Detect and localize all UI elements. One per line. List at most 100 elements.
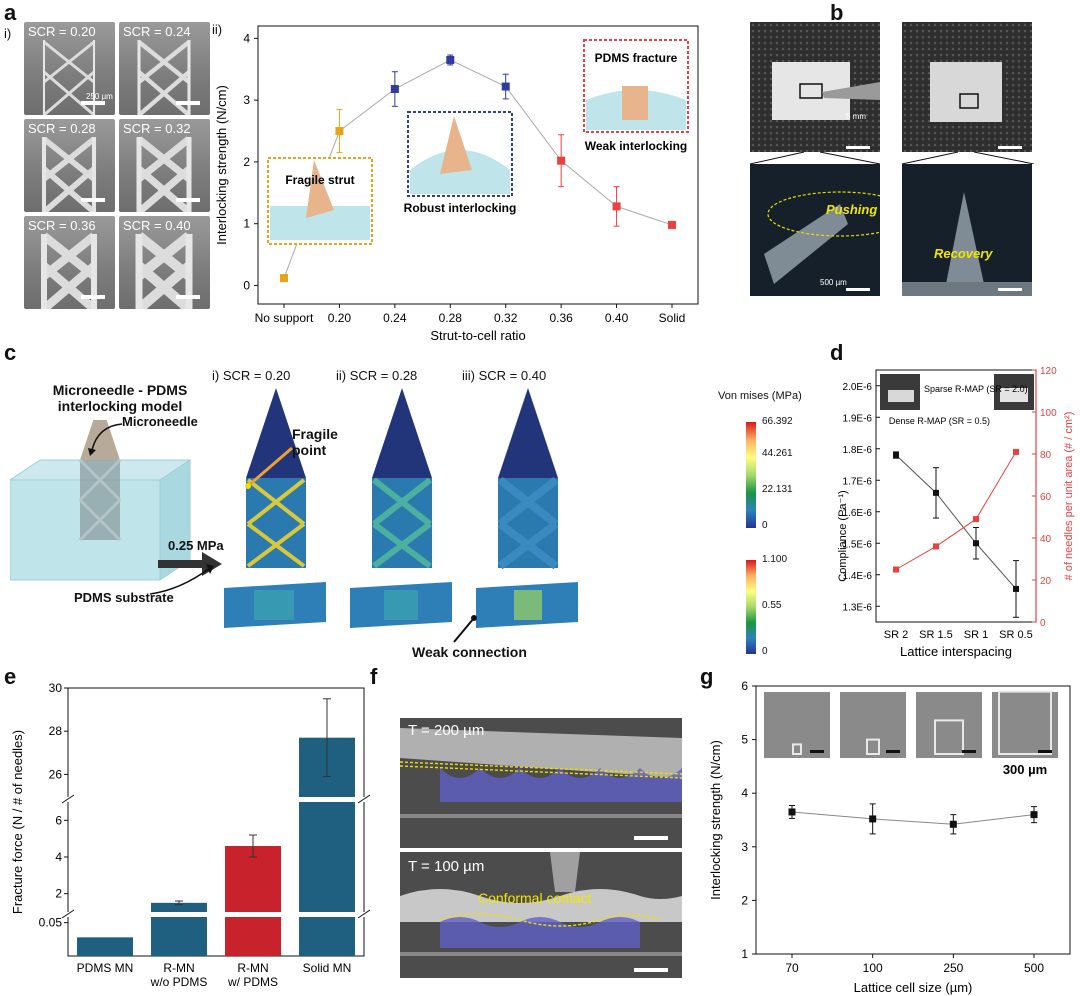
inset-sem-image (992, 692, 1058, 758)
x-tick-label: 0.20 (328, 311, 352, 325)
plot-frame (67, 687, 365, 957)
needle-stress-struts (497, 476, 559, 570)
panel-letter-e: e (4, 664, 17, 689)
x-tick-label: 0.32 (494, 311, 518, 325)
sem-image-label: SCR = 0.40 (123, 218, 191, 233)
axis-break-mark (357, 794, 370, 804)
chart-interlocking-scr: 0 1 2 3 4 No support 0.20 0.24 0.28 0.32 0.36 0.40 S… (214, 25, 699, 340)
inset-text-fracture: PDMS fracture (595, 51, 678, 65)
data-point-density (973, 516, 979, 523)
y-tick-label-left: 1.5E-6 (843, 539, 873, 550)
y-tick-label: 5 (741, 733, 748, 747)
bar (77, 937, 133, 956)
panel-c-title-line2: interlocking model (57, 398, 183, 414)
lattice-struts (137, 40, 191, 115)
annotation-dense: Dense R-MAP (SR = 0.5) (889, 416, 990, 426)
y-tick-label: 3 (243, 93, 250, 107)
x-tick-label: 0.40 (605, 311, 629, 325)
fea-needle-render (497, 388, 559, 570)
inset-needle (306, 160, 334, 218)
x-tick-label: w/o PDMS (150, 975, 208, 989)
panel-a-sub-ii: ii) (212, 22, 223, 37)
data-point (557, 156, 566, 165)
data-point (335, 127, 344, 136)
y-tick-label: 2 (243, 155, 250, 169)
needle-tip (498, 388, 558, 478)
inset-sem-image (916, 692, 982, 758)
data-point (280, 274, 288, 283)
colorbar-title: Von mises (MPa) (718, 390, 802, 402)
y-tick-label-right: 100 (1040, 408, 1057, 419)
inset-sem-lattice (998, 690, 1052, 756)
chart-compliance-density: 1.3E-6 1.4E-6 1.5E-6 1.6E-6 1.7E-6 1.8E-6 1.9E… (837, 366, 1075, 659)
x-tick-label: R-MN (237, 961, 268, 975)
y-tick-label-left: 2.0E-6 (843, 382, 873, 393)
x-tick-label: 250 (943, 961, 963, 975)
substrate-stress-region (514, 590, 542, 620)
y-tick-label: 2 (55, 887, 62, 901)
x-tick-label: SR 1 (964, 629, 988, 641)
weak-connection-pointer (453, 615, 477, 643)
x-tick-label: SR 2 (884, 629, 908, 641)
data-point-compliance (973, 540, 979, 547)
lattice-struts (42, 136, 96, 212)
axis-break-mark (357, 909, 370, 919)
data-point (501, 82, 510, 91)
panel-a-sub-i: i) (4, 26, 12, 41)
fea-substrate-render (350, 582, 452, 628)
y-tick-label-right: 80 (1040, 450, 1052, 461)
panel-c-title: Microneedle - PDMS interlocking model (30, 382, 210, 414)
interlocking-model-illustration (10, 420, 192, 581)
panel-letter-a: a (4, 0, 17, 25)
y-tick-label: 0 (243, 278, 250, 292)
sem-scale-label: 250 µm (86, 92, 113, 101)
series-density-line (895, 451, 1017, 570)
fea-needle-render (246, 388, 306, 568)
x-tick-label: 0.24 (383, 311, 407, 325)
y-tick-label: 0.05 (39, 916, 63, 930)
axis-break-mark (61, 909, 75, 919)
cb2-tick-0: 1.100 (762, 554, 788, 565)
sem-image-label: SCR = 0.20 (28, 24, 96, 39)
chart-fracture-force: 0.05 2 4 6 26 28 30 Fracture force (N / # of ne… (10, 681, 370, 989)
y-axis-label: Interlocking strength (N/cm) (708, 740, 723, 900)
y-tick-label: 4 (243, 31, 250, 45)
panel-letter-g: g (700, 664, 714, 689)
fragile-point-line2: point (292, 442, 327, 458)
data-point-density (893, 566, 899, 573)
label-t200: T = 200 µm (408, 722, 485, 739)
inset-pdms (410, 150, 510, 194)
y-tick-label-right: 20 (1040, 576, 1052, 587)
colorbar-stress-substrate (746, 560, 756, 654)
y-tick-label: 6 (741, 679, 748, 693)
substrate-stress-region (384, 590, 418, 620)
fea-case-3-label: iii) SCR = 0.40 (462, 368, 547, 383)
x-tick-label: w/ PDMS (227, 975, 278, 989)
scale-bar (176, 198, 200, 202)
x-tick-label: Solid MN (303, 961, 352, 975)
lattice-struts (135, 232, 193, 309)
cb2-tick-2: 0 (762, 646, 768, 657)
label-recovery: Recovery (934, 246, 993, 261)
sem-image: SCR = 0.28 (24, 119, 115, 212)
x-tick-label: PDMS MN (77, 961, 134, 975)
y-tick-label: 1 (243, 217, 250, 231)
y-tick-label: 2 (741, 893, 748, 907)
lattice-struts (41, 232, 97, 309)
y-tick-label-left: 1.4E-6 (843, 571, 873, 582)
sem-image: SCR = 0.36 (24, 216, 115, 309)
label-microneedle: Microneedle (122, 414, 198, 429)
x-tick-label: 0.28 (439, 311, 463, 325)
sem-image: SCR = 0.20 (24, 22, 115, 115)
label-t100: T = 100 µm (408, 858, 485, 875)
y-tick-label: 30 (49, 681, 63, 695)
data-point (612, 202, 621, 211)
cb1-tick-3: 0 (762, 520, 768, 531)
label-weak-connection: Weak connection (412, 644, 527, 660)
inset-scale-bar (1038, 750, 1052, 753)
panel-letter-f: f (370, 664, 378, 689)
annotation-sparse: Sparse R-MAP (SR = 2.0) (924, 384, 1028, 394)
inset-sparse-needles (888, 390, 914, 402)
y-tick-label-right: 0 (1040, 618, 1046, 629)
scale-500um: 500 µm (820, 278, 847, 287)
